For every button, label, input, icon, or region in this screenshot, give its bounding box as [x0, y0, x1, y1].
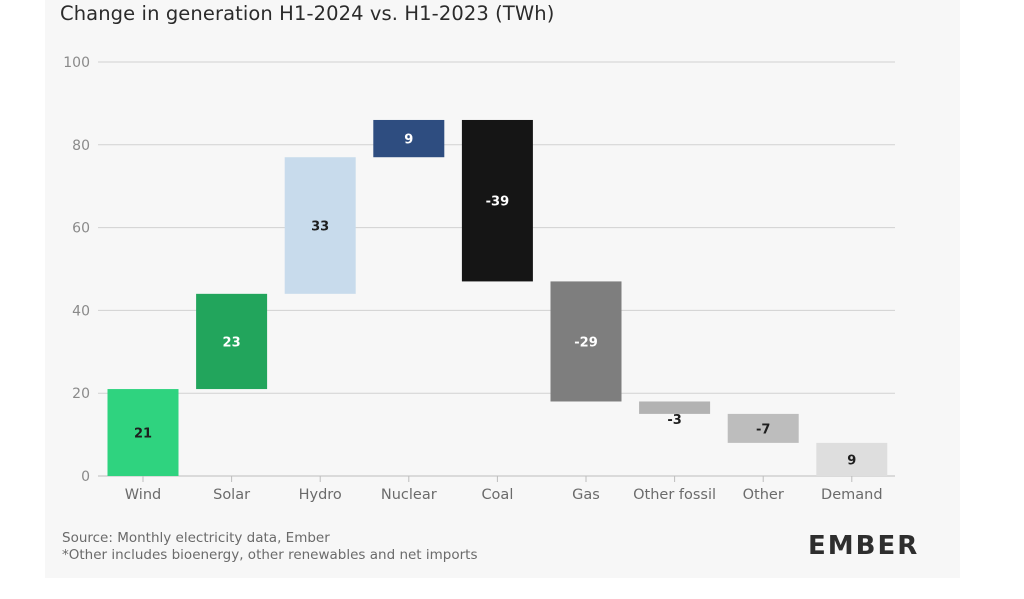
data-label: 23 [223, 335, 241, 350]
bar [461, 119, 533, 282]
data-label: 9 [847, 453, 856, 468]
chart-title: Change in generation H1-2024 vs. H1-2023… [60, 2, 555, 25]
data-label: 21 [134, 427, 152, 442]
data-label: -29 [574, 335, 598, 350]
x-tick-label: Nuclear [381, 487, 437, 503]
x-tick-label: Hydro [299, 487, 342, 503]
bar [639, 401, 711, 414]
bar [550, 281, 622, 402]
y-tick-label: 40 [72, 303, 90, 319]
data-label: -3 [667, 413, 681, 428]
x-tick-label: Wind [125, 487, 161, 503]
chart-panel [45, 0, 960, 578]
x-tick-label: Solar [213, 487, 250, 503]
data-label: 9 [404, 133, 413, 148]
bar [727, 413, 799, 443]
x-tick-label: Other fossil [633, 487, 716, 503]
source-line: Source: Monthly electricity data, Ember [62, 530, 330, 546]
bar [816, 442, 888, 476]
y-tick-label: 20 [72, 386, 90, 402]
data-label: -39 [486, 195, 510, 210]
bar [196, 293, 268, 390]
x-tick-label: Gas [572, 487, 600, 503]
bar [107, 389, 179, 476]
source-note: Source: Monthly electricity data, Ember … [62, 530, 478, 564]
x-tick-label: Other [743, 487, 784, 503]
data-label: 33 [311, 220, 329, 235]
x-tick-label: Demand [821, 487, 883, 503]
footnote-line: *Other includes bioenergy, other renewab… [62, 547, 478, 563]
y-tick-label: 100 [63, 55, 90, 71]
y-tick-label: 60 [72, 221, 90, 237]
y-tick-label: 80 [72, 138, 90, 154]
ember-logo: EMBER [808, 531, 920, 561]
x-tick-label: Coal [481, 487, 513, 503]
bar [373, 119, 445, 158]
data-label: -7 [756, 422, 770, 437]
bar [284, 157, 356, 294]
y-tick-label: 0 [81, 469, 90, 485]
